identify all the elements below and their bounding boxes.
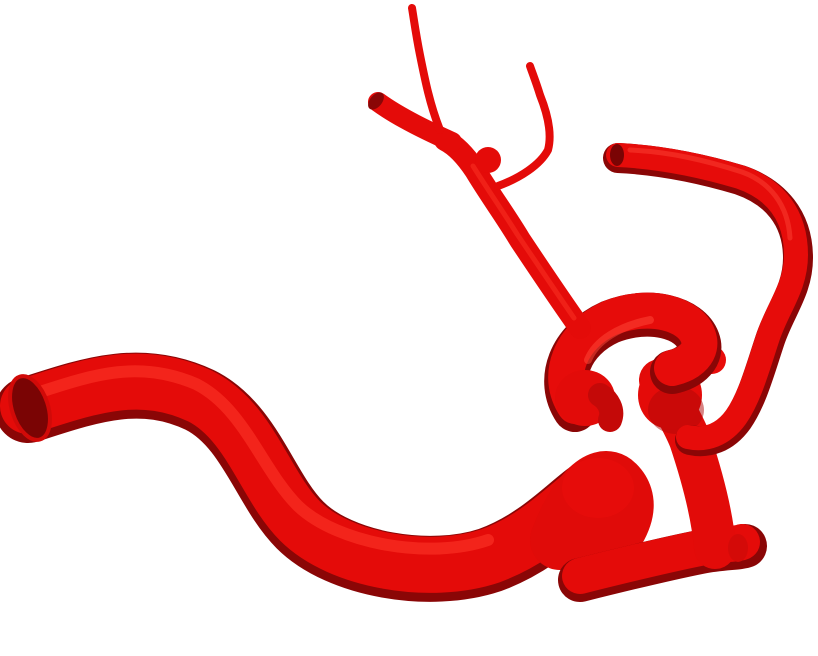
branch-node-bulb [475, 147, 501, 173]
loop-lobe-return [588, 383, 624, 432]
right-vessel-opening [610, 144, 624, 166]
thin-branch-right [494, 62, 554, 190]
vessel-tree [0, 4, 813, 602]
loop-arch [548, 292, 718, 424]
stub-branch [368, 92, 462, 152]
main-trunk-highlight [34, 365, 494, 555]
right-vessel-highlight [627, 147, 793, 241]
loop-arch-highlight [584, 316, 654, 364]
thin-branch-up [408, 4, 444, 134]
stub-branch-opening [368, 92, 384, 110]
trunk-bulb-cap [562, 458, 634, 518]
main-trunk [0, 353, 628, 593]
aneurysm-bulge-shadow [648, 386, 704, 434]
lower-branch-end-bulb [728, 534, 748, 562]
trunk-opening-rim [8, 374, 52, 442]
right-vessel [606, 143, 808, 451]
upper-branch [434, 129, 591, 339]
trunk-opening [10, 376, 50, 440]
upper-branch-highlight [470, 163, 577, 321]
